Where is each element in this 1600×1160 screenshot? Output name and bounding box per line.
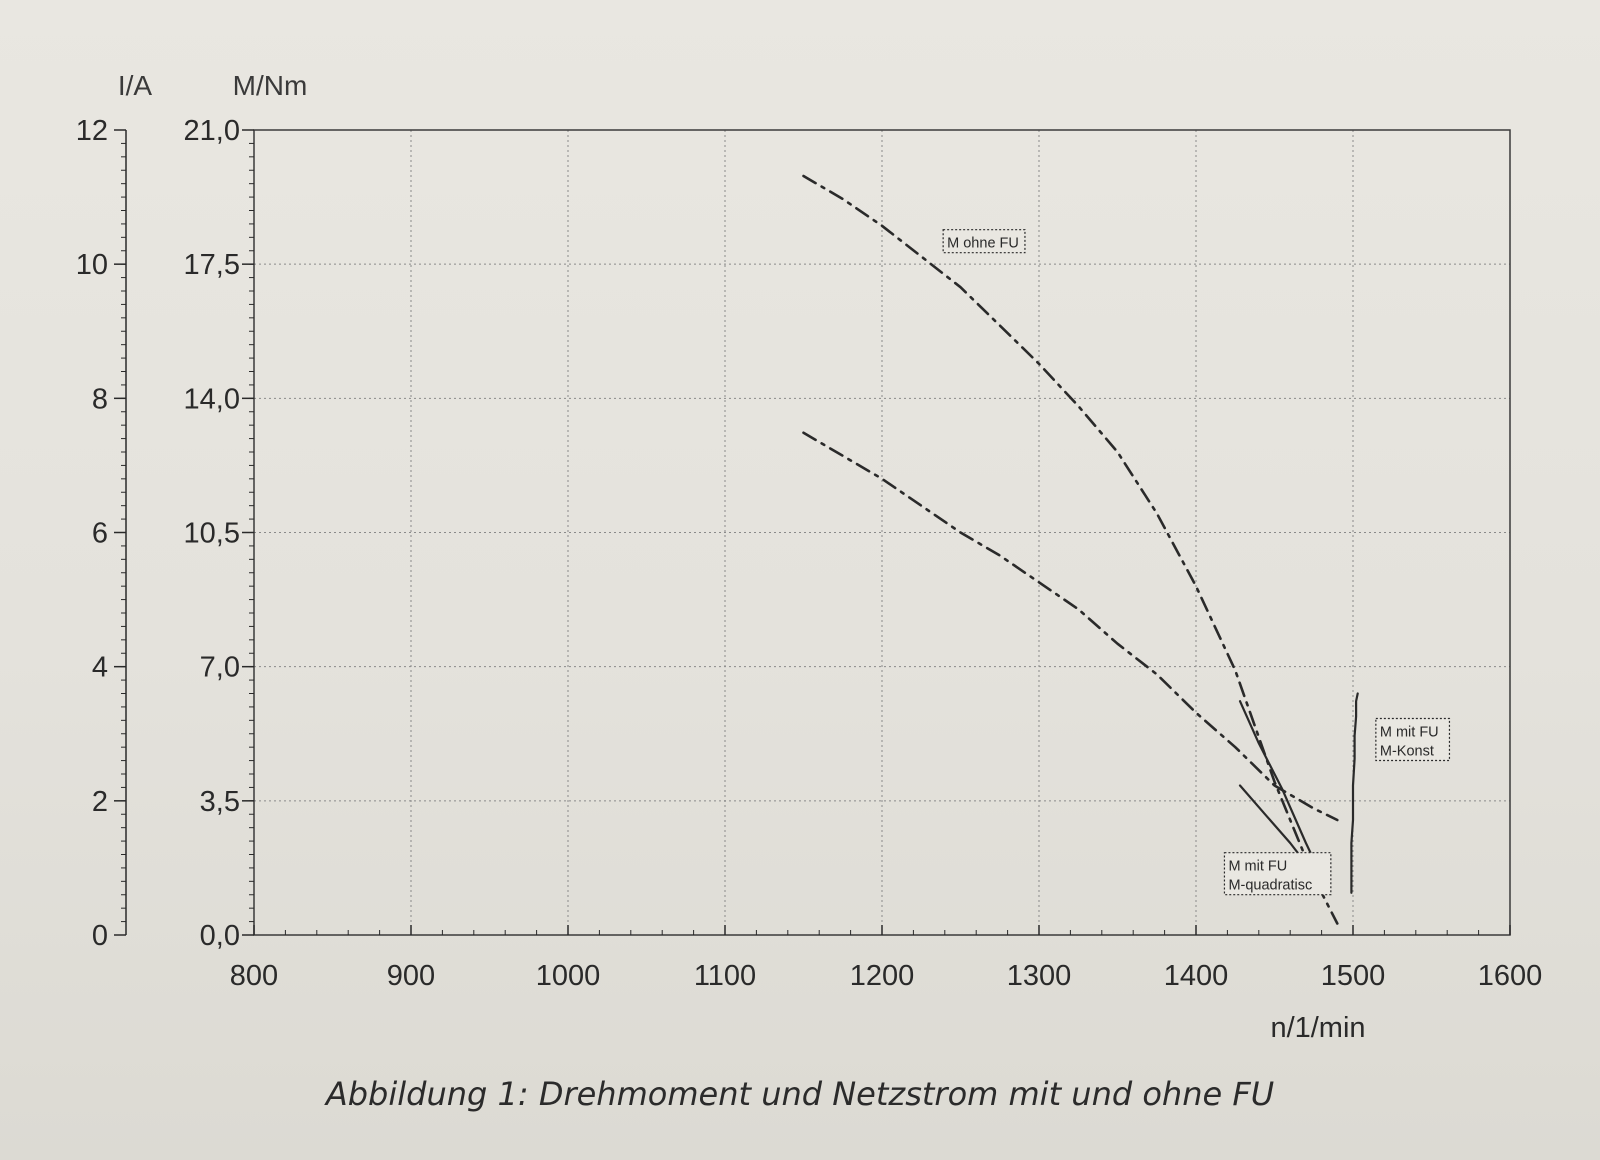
annotation-3: M mit FU M-quadratisc <box>1223 852 1332 896</box>
y-tick-label: 14,0 <box>184 383 240 415</box>
grid-lines <box>254 130 1510 935</box>
series-line-1 <box>802 174 1339 925</box>
y-secondary-tick-label: 6 <box>92 518 108 550</box>
y-axis-label: M/Nm <box>233 70 308 101</box>
annotation-1: M ohne FU <box>942 229 1026 254</box>
y-axis-secondary-label: I/A <box>118 70 153 101</box>
annotation-text: M mit FU <box>1380 725 1439 741</box>
annotation-text: M-Konst <box>1380 744 1434 760</box>
series-group <box>802 174 1359 925</box>
x-tick-label: 1400 <box>1164 960 1229 992</box>
y-secondary-tick-label: 12 <box>76 115 108 147</box>
series-line-2 <box>802 431 1339 822</box>
y-tick-label: 0,0 <box>200 920 240 952</box>
annotation-text: M-quadratisc <box>1228 878 1312 894</box>
annotation-text: M mit FU <box>1228 859 1287 875</box>
y-tick-label: 10,5 <box>184 518 240 550</box>
y-secondary-tick-label: 2 <box>92 786 108 818</box>
annotation-box <box>1375 717 1451 762</box>
annotation-2: M mit FU M-Konst <box>1375 717 1451 762</box>
figure-caption: Abbildung 1: Drehmoment und Netzstrom mi… <box>325 1075 1275 1113</box>
y-tick-label: 21,0 <box>184 115 240 147</box>
x-tick-label: 1600 <box>1478 960 1543 992</box>
y-tick-label: 17,5 <box>184 249 240 281</box>
annotation-box <box>1223 852 1332 896</box>
series-line-5 <box>1350 692 1359 894</box>
x-tick-label: 900 <box>387 960 435 992</box>
annotations: M ohne FU M mit FU M-Konst M mit FU M-quadra… <box>942 229 1451 896</box>
axes: 800 900 1000 1100 1200 1300 1400 1500 1600 0,0 3,5… <box>76 115 1543 992</box>
x-tick-label: 1100 <box>694 960 756 992</box>
x-tick-label: 1000 <box>536 960 601 992</box>
y-secondary-tick-label: 0 <box>92 920 108 952</box>
annotation-box <box>942 229 1026 254</box>
y-secondary-tick-label: 10 <box>76 249 108 281</box>
y-tick-label: 7,0 <box>200 652 240 684</box>
x-tick-label: 1200 <box>850 960 915 992</box>
y-secondary-tick-label: 8 <box>92 383 108 415</box>
y-tick-label: 3,5 <box>200 786 240 818</box>
x-tick-label: 800 <box>230 960 278 992</box>
annotation-text: M ohne FU <box>947 236 1019 252</box>
y-secondary-tick-label: 4 <box>92 652 108 684</box>
x-axis-label: n/1/min <box>1270 1012 1365 1044</box>
x-tick-label: 1500 <box>1321 960 1386 992</box>
x-tick-label: 1300 <box>1007 960 1072 992</box>
